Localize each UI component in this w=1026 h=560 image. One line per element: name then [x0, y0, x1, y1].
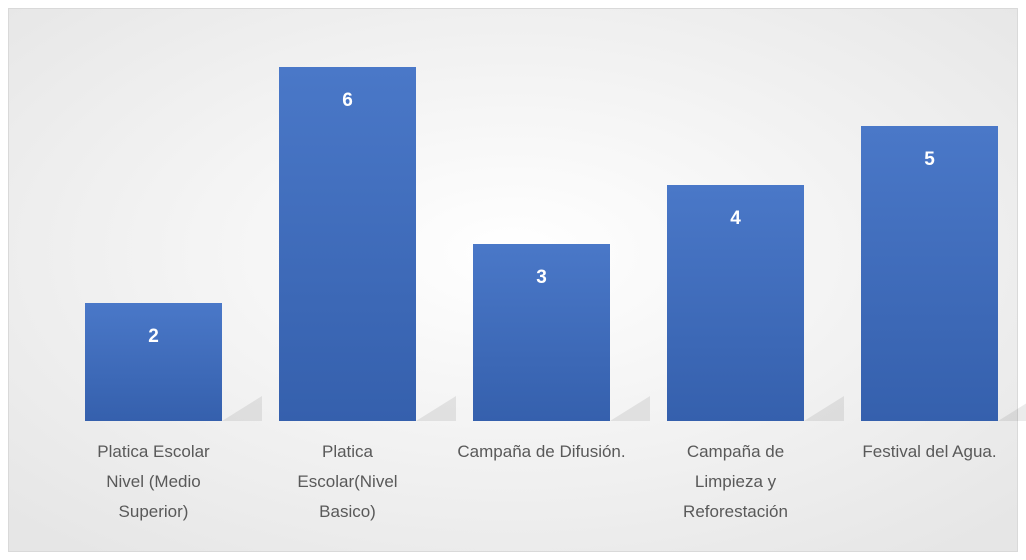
data-label: 2	[148, 326, 159, 347]
data-label: 3	[536, 267, 547, 288]
bar-shadow	[998, 403, 1026, 421]
bar	[667, 185, 804, 421]
data-label: 6	[342, 90, 353, 111]
bar	[85, 303, 222, 421]
bar-shadow	[804, 396, 844, 421]
bar	[279, 67, 416, 421]
bar-shadow	[610, 396, 650, 421]
bar-shadow	[222, 396, 262, 421]
x-tick-label: Campaña de Difusión.	[457, 442, 626, 461]
bar-shadow	[416, 396, 456, 421]
bar	[473, 244, 610, 421]
x-tick-label: Festival del Agua.	[862, 442, 997, 461]
data-label: 5	[924, 149, 935, 170]
x-tick-label: Campaña de Limpieza y Reforestación	[683, 442, 788, 521]
x-tick-label: Platica Escolar Nivel (Medio Superior)	[97, 442, 210, 521]
x-tick-label: Platica Escolar(Nivel Basico)	[297, 442, 398, 521]
data-label: 4	[730, 208, 741, 229]
bar	[861, 126, 998, 421]
